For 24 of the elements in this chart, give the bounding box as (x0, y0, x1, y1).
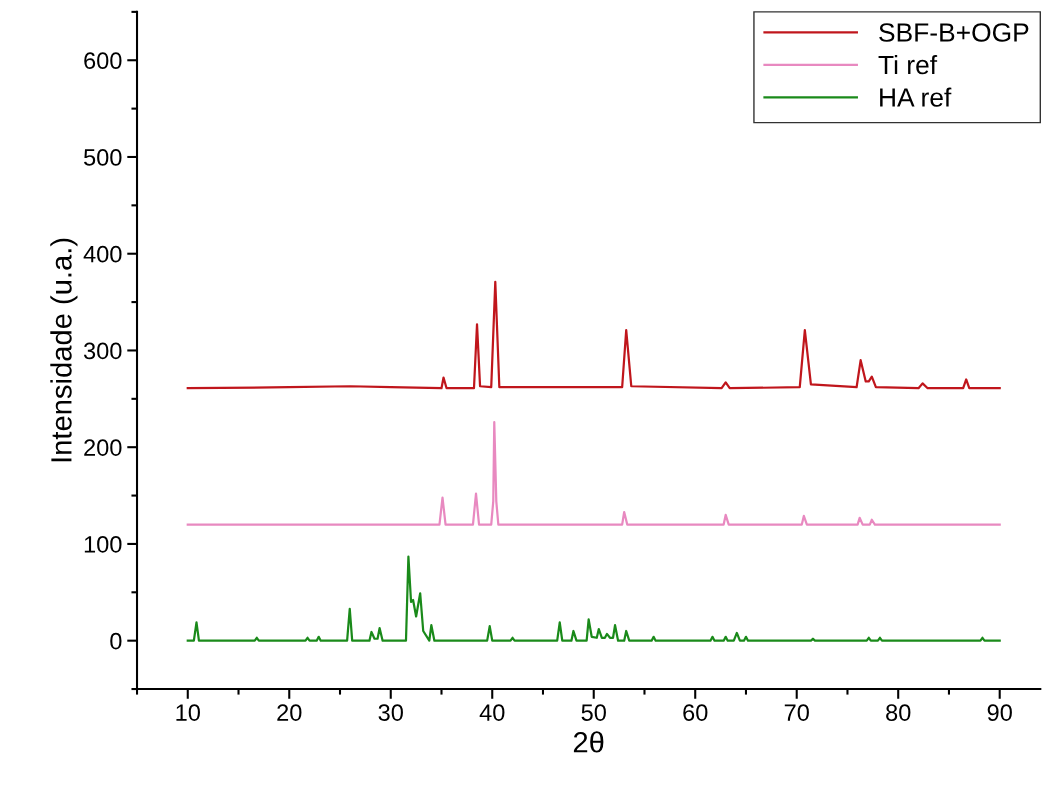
line-series (186, 280, 1001, 390)
x-tick-label: 90 (987, 704, 1012, 721)
legend-label: SBF-B+OGP (879, 23, 1029, 42)
line-series (186, 555, 1001, 642)
x-tick-label: 10 (176, 704, 200, 721)
y-tick-label: 0 (110, 632, 122, 650)
y-tick-label: 200 (84, 439, 122, 456)
x-axis-title: 2θ (573, 731, 604, 753)
y-tick-label: 100 (84, 536, 122, 553)
x-tick-label: 50 (581, 704, 606, 721)
legend-label: HA ref (880, 87, 952, 107)
y-tick-label: 600 (84, 52, 122, 70)
y-tick-label: 300 (83, 342, 122, 360)
line-series (186, 420, 1001, 526)
x-tick-label: 70 (784, 704, 809, 721)
y-tick-label: 500 (83, 149, 122, 166)
x-tick-label: 20 (277, 704, 302, 721)
y-tick-label: 400 (83, 245, 122, 263)
x-tick-label: 60 (683, 704, 708, 721)
y-axis-title: Intensidade (u.a.) (50, 238, 78, 462)
x-tick-label: 40 (479, 704, 505, 721)
legend-label: Ti ref (878, 54, 938, 75)
x-tick-label: 80 (886, 704, 911, 721)
x-tick-label: 30 (378, 704, 403, 721)
